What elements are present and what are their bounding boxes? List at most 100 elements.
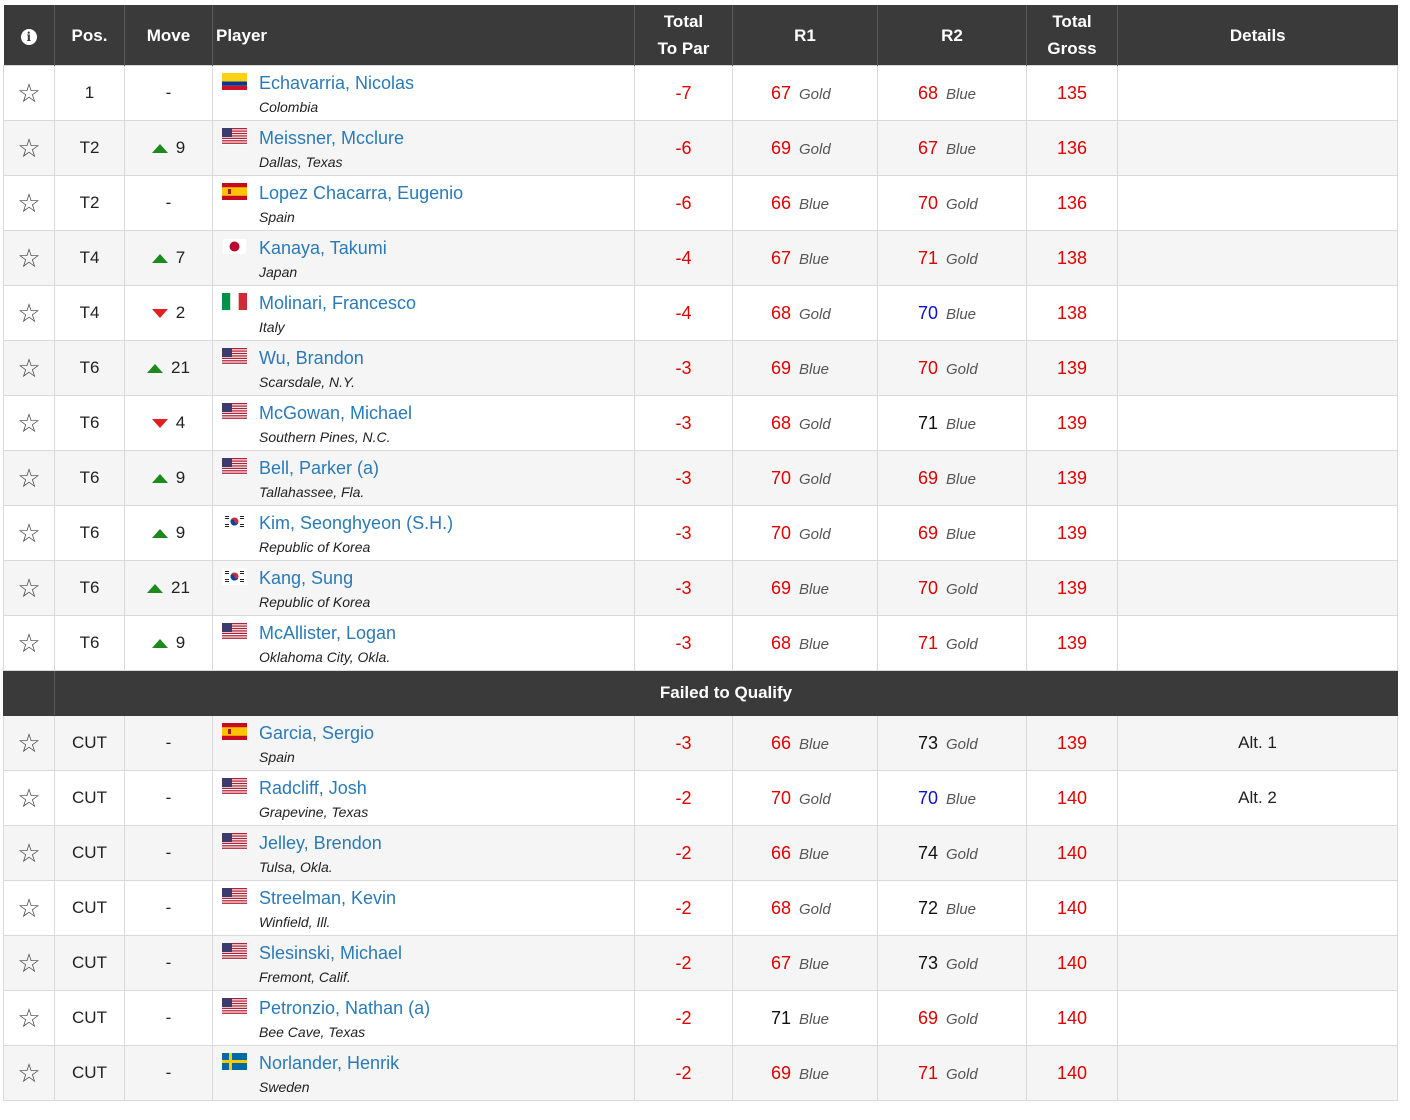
position-cell: CUT (54, 990, 125, 1046)
move-header[interactable]: Move (124, 5, 213, 66)
table-row[interactable]: ☆ T4 2 Molinari, Francesco Italy -4 68 Gold 70 Bl… (3, 285, 1398, 341)
favorite-star-icon[interactable]: ☆ (17, 782, 41, 813)
move-cell: 4 (124, 395, 213, 451)
table-row[interactable]: ☆ CUT - Jelley, Brendon Tulsa, Okla. -2 66 Blue… (3, 825, 1398, 881)
table-row[interactable]: ☆ T6 21 Kang, Sung Republic of Korea -3 69 Blue… (3, 560, 1398, 616)
r1-score: 70 (770, 467, 791, 488)
favorite-star-icon[interactable]: ☆ (17, 462, 41, 493)
player-name-link[interactable]: Echavarria, Nicolas (259, 73, 415, 93)
favorite-star-icon[interactable]: ☆ (17, 892, 41, 923)
r2-cell: 69 Blue (877, 505, 1027, 561)
move-cell: 9 (124, 615, 213, 671)
r2-score: 72 (917, 897, 938, 918)
player-header[interactable]: Player (212, 5, 635, 66)
player-cell: Wu, Brandon Scarsdale, N.Y. (212, 340, 635, 396)
r2-cell: 73 Gold (877, 715, 1027, 771)
player-name-link[interactable]: Norlander, Henrik (259, 1053, 400, 1073)
move-up-icon (151, 528, 168, 538)
favorite-star-icon[interactable]: ☆ (17, 77, 41, 108)
favorite-star-icon[interactable]: ☆ (17, 132, 41, 163)
player-name-link[interactable]: Slesinski, Michael (259, 943, 403, 963)
player-name-link[interactable]: Molinari, Francesco (259, 293, 417, 313)
r2-score: 74 (917, 842, 938, 863)
table-row[interactable]: ☆ CUT - Norlander, Henrik Sweden -2 69 Blue 71 Go… (3, 1045, 1398, 1101)
r1-tee: Blue (799, 1065, 830, 1083)
r2-tee: Gold (946, 955, 978, 973)
player-name-link[interactable]: Jelley, Brendon (259, 833, 382, 853)
table-row[interactable]: ☆ T2 - Lopez Chacarra, Eugenio Spain -6 66 Blue… (3, 175, 1398, 231)
r1-tee: Gold (799, 305, 831, 323)
player-name-link[interactable]: Meissner, Mcclure (259, 128, 405, 148)
table-row[interactable]: ☆ T6 21 Wu, Brandon Scarsdale, N.Y. -3 69 Blue 7… (3, 340, 1398, 396)
favorite-star-icon[interactable]: ☆ (17, 727, 41, 758)
table-row[interactable]: ☆ CUT - Slesinski, Michael Fremont, Calif. -2… (3, 935, 1398, 991)
player-name-link[interactable]: McGowan, Michael (259, 403, 413, 423)
r2-tee: Blue (946, 525, 977, 543)
player-name-link[interactable]: Kang, Sung (259, 568, 354, 588)
favorite-star-icon[interactable]: ☆ (17, 572, 41, 603)
favorite-star-icon[interactable]: ☆ (17, 407, 41, 438)
total-to-par-cell: -2 (634, 770, 733, 826)
table-row[interactable]: ☆ 1 - Echavarria, Nicolas Colombia -7 67 Gold 68… (3, 65, 1398, 121)
r2-header[interactable]: R2 (877, 5, 1027, 66)
player-name-link[interactable]: Lopez Chacarra, Eugenio (259, 183, 464, 203)
r2-tee: Gold (946, 250, 978, 268)
favorite-star-icon[interactable]: ☆ (17, 1057, 41, 1088)
r1-tee: Gold (799, 525, 831, 543)
info-header[interactable]: i (3, 5, 55, 66)
r1-score: 68 (770, 302, 791, 323)
player-name-link[interactable]: Bell, Parker (a) (259, 458, 380, 478)
table-row[interactable]: ☆ CUT - Streelman, Kevin Winfield, Ill. -2 68 G… (3, 880, 1398, 936)
favorite-star-icon[interactable]: ☆ (17, 517, 41, 548)
r1-cell: 69 Blue (732, 1045, 878, 1101)
details-header: Details (1117, 5, 1398, 66)
pos-header[interactable]: Pos. (54, 5, 125, 66)
favorite-star-icon[interactable]: ☆ (17, 947, 41, 978)
table-row[interactable]: ☆ T6 9 McAllister, Logan Oklahoma City, Okla… (3, 615, 1398, 671)
table-row[interactable]: ☆ CUT - Radcliff, Josh Grapevine, Texas -2 70 G… (3, 770, 1398, 826)
info-icon[interactable]: i (20, 28, 37, 45)
player-name-link[interactable]: Radcliff, Josh (259, 778, 367, 798)
favorite-star-icon[interactable]: ☆ (17, 297, 41, 328)
favorite-star-icon[interactable]: ☆ (17, 837, 41, 868)
total-to-par-header[interactable]: Total To Par (634, 5, 733, 66)
total-gross-cell: 140 (1026, 825, 1118, 881)
r2-cell: 71 Gold (877, 1045, 1027, 1101)
table-row[interactable]: ☆ T2 9 Meissner, Mcclure Dallas, Texas -6 69 Go… (3, 120, 1398, 176)
player-name-link[interactable]: Wu, Brandon (259, 348, 364, 368)
player-name-link[interactable]: Garcia, Sergio (259, 723, 375, 743)
r1-header[interactable]: R1 (732, 5, 878, 66)
table-row[interactable]: ☆ T4 7 Kanaya, Takumi Japan -4 67 Blue 71 Gold 138 (3, 230, 1398, 286)
r2-cell: 69 Blue (877, 450, 1027, 506)
table-row[interactable]: ☆ T6 4 McGowan, Michael Southern Pines, N.C.… (3, 395, 1398, 451)
favorite-star-icon[interactable]: ☆ (17, 627, 41, 658)
favorite-star-icon[interactable]: ☆ (17, 352, 41, 383)
r2-tee: Blue (946, 305, 977, 323)
player-location: Republic of Korea (259, 539, 371, 555)
table-row[interactable]: ☆ CUT - Petronzio, Nathan (a) Bee Cave, Texa… (3, 990, 1398, 1046)
move-value: - (165, 898, 172, 917)
player-name-link[interactable]: McAllister, Logan (259, 623, 397, 643)
table-row[interactable]: ☆ T6 9 Kim, Seonghyeon (S.H.) Republic of Ko… (3, 505, 1398, 561)
r1-score: 70 (770, 787, 791, 808)
r1-cell: 70 Gold (732, 505, 878, 561)
player-name-link[interactable]: Streelman, Kevin (259, 888, 397, 908)
section-spacer (3, 670, 55, 716)
total-to-par-cell: -3 (634, 560, 733, 616)
r2-cell: 70 Gold (877, 560, 1027, 616)
total-gross-cell: 140 (1026, 1045, 1118, 1101)
favorite-star-icon[interactable]: ☆ (17, 187, 41, 218)
player-name-link[interactable]: Kanaya, Takumi (259, 238, 387, 258)
table-row[interactable]: ☆ T6 9 Bell, Parker (a) Tallahassee, Fla. -3 7… (3, 450, 1398, 506)
player-name-link[interactable]: Petronzio, Nathan (a) (259, 998, 431, 1018)
total-gross-header[interactable]: Total Gross (1026, 5, 1118, 66)
total-to-par-cell: -6 (634, 120, 733, 176)
move-cell: - (124, 990, 213, 1046)
player-name-link[interactable]: Kim, Seonghyeon (S.H.) (259, 513, 454, 533)
table-row[interactable]: ☆ CUT - Garcia, Sergio Spain -3 66 Blue 73 Gold 13… (3, 715, 1398, 771)
details-cell: Alt. 2 (1117, 770, 1398, 826)
total-gross-cell: 138 (1026, 230, 1118, 286)
favorite-cell: ☆ (3, 175, 55, 231)
favorite-star-icon[interactable]: ☆ (17, 242, 41, 273)
favorite-star-icon[interactable]: ☆ (17, 1002, 41, 1033)
